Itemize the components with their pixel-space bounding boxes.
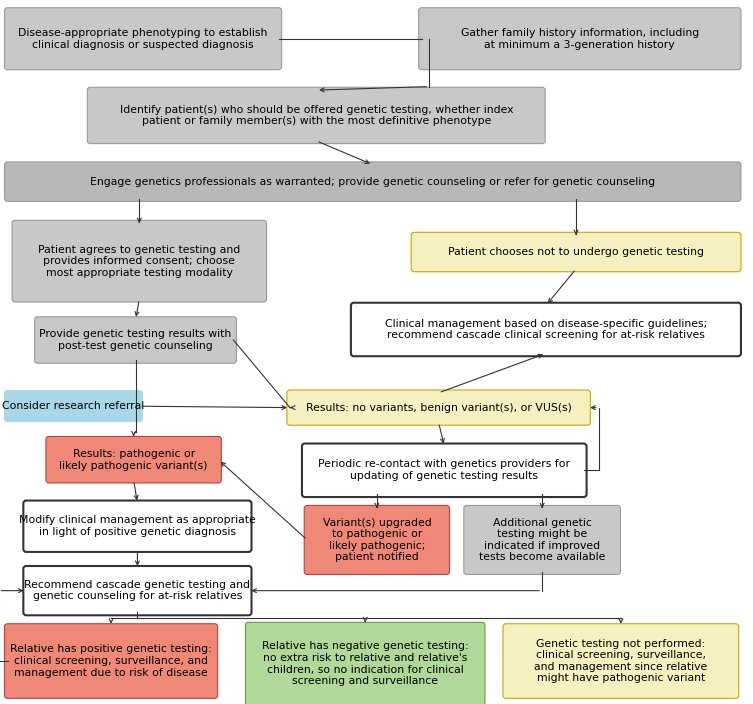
Text: Periodic re-contact with genetics providers for
updating of genetic testing resu: Periodic re-contact with genetics provid… <box>319 460 570 481</box>
Text: Clinical management based on disease-specific guidelines;
recommend cascade clin: Clinical management based on disease-spe… <box>385 319 707 340</box>
FancyBboxPatch shape <box>87 87 545 144</box>
Text: Genetic testing not performed:
clinical screening, surveillance,
and management : Genetic testing not performed: clinical … <box>534 639 708 684</box>
Text: Provide genetic testing results with
post-test genetic counseling: Provide genetic testing results with pos… <box>39 329 232 351</box>
Text: Relative has negative genetic testing:
no extra risk to relative and relative's
: Relative has negative genetic testing: n… <box>262 641 468 686</box>
FancyBboxPatch shape <box>5 8 282 70</box>
Text: Recommend cascade genetic testing and
genetic counseling for at-risk relatives: Recommend cascade genetic testing and ge… <box>24 580 251 601</box>
Text: Identify patient(s) who should be offered genetic testing, whether index
patient: Identify patient(s) who should be offere… <box>120 105 513 126</box>
FancyBboxPatch shape <box>12 220 267 302</box>
FancyBboxPatch shape <box>419 8 741 70</box>
Text: Results: pathogenic or
likely pathogenic variant(s): Results: pathogenic or likely pathogenic… <box>59 449 208 470</box>
FancyBboxPatch shape <box>23 501 252 552</box>
Text: Relative has positive genetic testing:
clinical screening, surveillance, and
man: Relative has positive genetic testing: c… <box>11 644 212 678</box>
Text: Gather family history information, including
at minimum a 3-generation history: Gather family history information, inclu… <box>461 28 699 49</box>
FancyBboxPatch shape <box>351 303 741 356</box>
Text: Patient agrees to genetic testing and
provides informed consent; choose
most app: Patient agrees to genetic testing and pr… <box>38 244 240 278</box>
FancyBboxPatch shape <box>245 622 485 704</box>
FancyBboxPatch shape <box>5 391 142 422</box>
Text: Consider research referral: Consider research referral <box>2 401 145 411</box>
Text: Results: no variants, benign variant(s), or VUS(s): Results: no variants, benign variant(s),… <box>306 403 572 413</box>
FancyBboxPatch shape <box>287 390 590 425</box>
Text: Modify clinical management as appropriate
in light of positive genetic diagnosis: Modify clinical management as appropriat… <box>19 515 256 537</box>
FancyBboxPatch shape <box>302 444 587 497</box>
Text: Disease-appropriate phenotyping to establish
clinical diagnosis or suspected dia: Disease-appropriate phenotyping to estab… <box>18 28 268 49</box>
Text: Variant(s) upgraded
to pathogenic or
likely pathogenic;
patient notified: Variant(s) upgraded to pathogenic or lik… <box>322 517 431 562</box>
Text: Additional genetic
testing might be
indicated if improved
tests become available: Additional genetic testing might be indi… <box>479 517 605 562</box>
FancyBboxPatch shape <box>35 317 236 363</box>
FancyBboxPatch shape <box>46 436 221 483</box>
FancyBboxPatch shape <box>5 624 218 698</box>
Text: Patient chooses not to undergo genetic testing: Patient chooses not to undergo genetic t… <box>448 247 704 257</box>
Text: Engage genetics professionals as warranted; provide genetic counseling or refer : Engage genetics professionals as warrant… <box>90 177 655 187</box>
FancyBboxPatch shape <box>23 566 252 615</box>
FancyBboxPatch shape <box>464 505 620 574</box>
FancyBboxPatch shape <box>411 232 741 272</box>
FancyBboxPatch shape <box>304 505 450 574</box>
FancyBboxPatch shape <box>503 624 739 698</box>
FancyBboxPatch shape <box>5 162 741 201</box>
